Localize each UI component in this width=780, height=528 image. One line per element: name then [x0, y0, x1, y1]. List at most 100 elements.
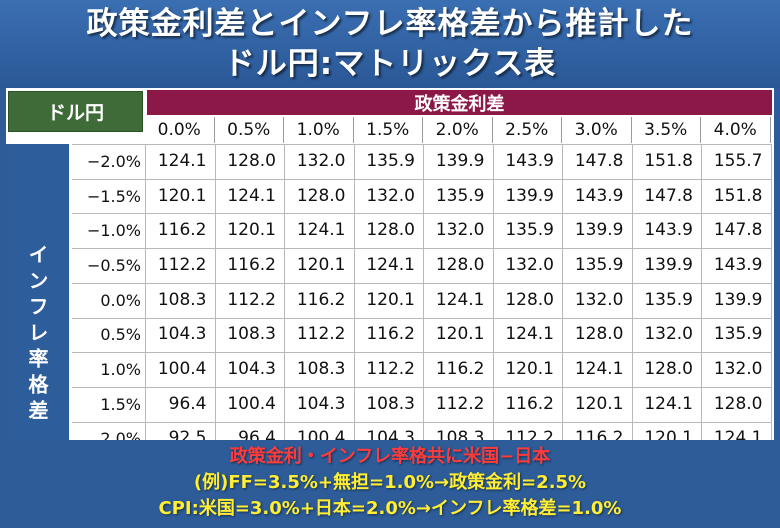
grid-line	[353, 144, 355, 526]
table-cell: 151.8	[644, 150, 693, 171]
table-cell: 132.0	[505, 254, 554, 275]
table-cell: 132.0	[574, 289, 624, 310]
table-cell: 139.9	[574, 220, 624, 241]
table-cell: 132.0	[644, 324, 693, 345]
corner-label: ドル円	[8, 91, 143, 132]
table-cell: 116.2	[296, 289, 346, 310]
table-cell: 128.0	[296, 185, 346, 206]
inflation-diff-header-label: インフレ率格差	[25, 244, 49, 426]
table-cell: 139.9	[644, 254, 693, 275]
table-cell: 124.1	[644, 393, 693, 414]
grid-line	[72, 213, 772, 215]
note-line-3: CPI:米国=3.0%+日本=2.0%→インフレ率格差=1.0%	[158, 498, 622, 519]
table-cell: 112.2	[157, 254, 207, 275]
table-cell: 124.1	[157, 150, 207, 171]
table-cell: 128.0	[435, 254, 485, 275]
table-cell: 120.1	[227, 220, 276, 241]
column-header-cell: 1.0%	[284, 117, 354, 143]
table-cell: 116.2	[366, 324, 415, 345]
grid-line	[72, 282, 772, 284]
table-cell: 104.3	[157, 324, 207, 345]
grid-line	[72, 317, 772, 319]
table-cell: 96.4	[168, 393, 207, 414]
table-cell: 139.9	[713, 289, 763, 310]
row-header-cell: 1.5%	[100, 394, 141, 414]
table-cell: 132.0	[366, 185, 415, 206]
table-cell: 104.3	[296, 393, 346, 414]
row-header-cell: −1.5%	[86, 186, 141, 206]
grid-line	[701, 144, 702, 526]
policy-rate-diff-header: 政策金利差	[147, 90, 772, 115]
table-cell: 124.1	[505, 324, 554, 345]
notes: 政策金利・インフレ率格共に米国−日本 (例)FF=3.5%+無担=1.0%→政策…	[0, 440, 780, 528]
row-header-cell: 0.5%	[100, 325, 141, 345]
table-cell: 135.9	[505, 220, 554, 241]
grid-line	[72, 352, 772, 354]
table-cell: 143.9	[713, 254, 763, 275]
column-header-cell: 1.5%	[354, 117, 423, 143]
table-cell: 143.9	[644, 220, 693, 241]
table-cell: 124.1	[227, 185, 276, 206]
table-cell: 120.1	[574, 393, 624, 414]
table-cell: 116.2	[435, 359, 485, 380]
grid-line	[72, 248, 772, 250]
table-cell: 112.2	[435, 393, 485, 414]
table-cell: 147.8	[644, 185, 693, 206]
grid-line	[72, 144, 772, 145]
table-cell: 112.2	[296, 324, 346, 345]
table-cell: 128.0	[227, 150, 276, 171]
table-cell: 108.3	[296, 359, 346, 380]
column-header-cell: 0.0%	[145, 117, 215, 143]
matrix-table: ドル円 政策金利差 インフレ率格差 0.0% 0.5% 1.0% 1.5% 2.0% 2.…	[6, 88, 774, 528]
row-header-cell: −2.0%	[86, 151, 141, 171]
grid-line	[423, 144, 424, 526]
column-header-cell: 2.0%	[423, 117, 493, 143]
table-cell: 104.3	[227, 359, 276, 380]
table-cell: 139.9	[435, 150, 485, 171]
table-cell: 116.2	[227, 254, 276, 275]
table-cell: 120.1	[366, 289, 415, 310]
column-header-cell: 3.0%	[562, 117, 632, 143]
column-header-cell: 4.0%	[701, 117, 771, 143]
table-cell: 135.9	[366, 150, 415, 171]
table-cell: 116.2	[157, 220, 207, 241]
grid-line	[631, 144, 633, 526]
table-cell: 112.2	[366, 359, 415, 380]
table-cell: 151.8	[713, 185, 763, 206]
table-cell: 124.1	[366, 254, 415, 275]
title-line-1: 政策金利差とインフレ率格差から推計した	[86, 6, 694, 42]
table-cell: 135.9	[713, 324, 763, 345]
table-cell: 100.4	[157, 359, 207, 380]
table-cell: 128.0	[366, 220, 415, 241]
table-cell: 143.9	[505, 150, 554, 171]
table-cell: 108.3	[157, 289, 207, 310]
title-line-2: ドル円:マトリックス表	[223, 46, 557, 82]
grid-line	[72, 386, 772, 388]
table-cell: 124.1	[296, 220, 346, 241]
table-cell: 128.0	[644, 359, 693, 380]
row-header-cell: −1.0%	[86, 221, 141, 241]
table-cell: 155.7	[713, 150, 763, 171]
table-cell: 124.1	[435, 289, 485, 310]
grid-line	[145, 144, 146, 526]
table-cell: 116.2	[505, 393, 554, 414]
column-header-cell: 2.5%	[493, 117, 562, 143]
grid-line	[562, 144, 563, 526]
grid-line	[72, 421, 772, 423]
row-header-cell: 1.0%	[100, 360, 141, 380]
grid-line	[770, 144, 772, 526]
table-cell: 120.1	[435, 324, 485, 345]
page-title: 政策金利差とインフレ率格差から推計した ドル円:マトリックス表	[0, 0, 780, 88]
table-cell: 120.1	[296, 254, 346, 275]
note-line-2: (例)FF=3.5%+無担=1.0%→政策金利=2.5%	[193, 472, 587, 493]
table-cell: 135.9	[644, 289, 693, 310]
table-cell: 147.8	[574, 150, 624, 171]
column-header-cell: 0.5%	[215, 117, 284, 143]
table-cell: 112.2	[227, 289, 276, 310]
table-cell: 124.1	[574, 359, 624, 380]
column-header-cell: 3.5%	[632, 117, 701, 143]
grid-line	[214, 144, 216, 526]
table-cell: 147.8	[713, 220, 763, 241]
table-cell: 120.1	[157, 185, 207, 206]
table-cell: 128.0	[713, 393, 763, 414]
